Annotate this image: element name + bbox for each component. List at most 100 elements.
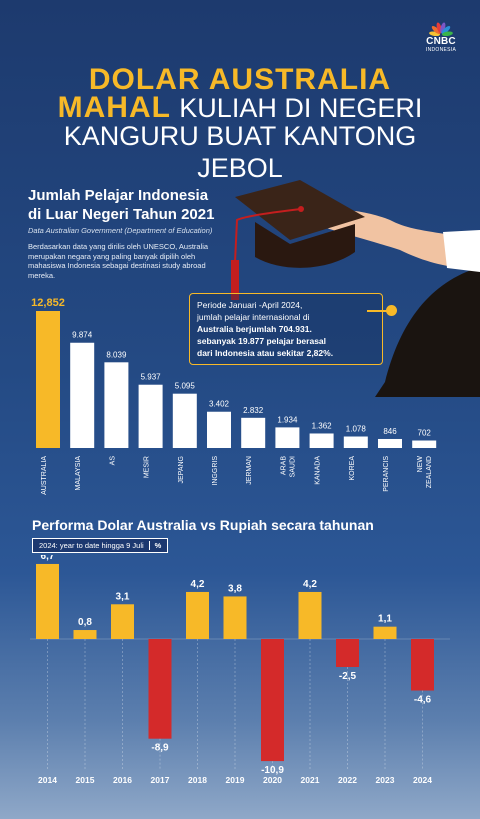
headline-line2-rest: KULIAH DI NEGERI: [179, 93, 423, 123]
cap-body: [255, 222, 355, 268]
category-label: JERMAN: [246, 456, 253, 485]
bar-2015: [73, 630, 97, 639]
value-label: -2,5: [339, 671, 357, 682]
bar-2016: [111, 604, 134, 639]
year-label: 2022: [338, 775, 357, 785]
category-label: INGGRIS: [212, 456, 219, 486]
category-label: SAUDI: [289, 456, 296, 477]
callout-connector: [367, 310, 391, 312]
value-label: 5.937: [141, 373, 162, 382]
section1-title: Jumlah Pelajar Indonesia di Luar Negeri …: [28, 186, 214, 224]
category-label: ARAB: [280, 456, 287, 475]
currency-performance-chart: 6,7 2014 0,8 2015 3,1 2016 -8,9 2017 4,2 2018 3,8 2…: [30, 555, 450, 785]
section1-description: Berdasarkan data yang dirilis oleh UNESC…: [28, 242, 209, 280]
bar-2023: [373, 626, 397, 639]
callout-line5: dari Indonesia atau sekitar 2,82%.: [197, 348, 334, 358]
category-label: NEW: [417, 456, 424, 473]
value-label: 4,2: [191, 579, 205, 590]
peacock-feather: [441, 26, 451, 35]
bar-2014: [36, 563, 59, 639]
bar-arab-saudi: [275, 427, 300, 448]
year-label: 2015: [76, 775, 95, 785]
callout-line2: jumlah pelajar internasional di: [197, 312, 310, 322]
value-label: 3.402: [209, 400, 230, 409]
value-label: 6,7: [41, 555, 55, 562]
bar-as: [104, 362, 129, 448]
value-label: 12,852: [31, 297, 65, 309]
graduation-cap-illustration: [231, 180, 480, 397]
category-label: PERANCIS: [383, 456, 390, 492]
hand: [310, 209, 480, 269]
bar-mesir: [138, 384, 163, 448]
ytd-note: 2024: year to date hingga 9 Juli %: [32, 538, 169, 553]
year-label: 2017: [151, 775, 170, 785]
brand-subtitle: INDONESIA: [425, 47, 457, 53]
headline-highlight: MAHAL: [57, 91, 171, 124]
bar-2020: [261, 639, 284, 762]
year-label: 2023: [376, 775, 395, 785]
value-label: 1,1: [378, 614, 392, 625]
bar-kanada: [309, 433, 334, 448]
tassel-cord: [234, 208, 302, 263]
year-label: 2014: [38, 775, 57, 785]
year-label: 2020: [263, 775, 282, 785]
category-label: KOREA: [349, 456, 356, 481]
section1-title-line2: di Luar Negeri Tahun 2021: [28, 206, 215, 223]
section1-title-line1: Jumlah Pelajar Indonesia: [28, 187, 209, 204]
year-label: 2016: [113, 775, 132, 785]
cuff: [443, 230, 480, 272]
bar-2021: [298, 591, 322, 639]
category-label: MALAYSIA: [75, 456, 82, 491]
ytd-separator: [148, 541, 150, 550]
value-label: 0,8: [78, 617, 92, 628]
category-label: ZEALAND: [426, 456, 433, 488]
peacock-feather: [441, 31, 453, 36]
value-label: 5.095: [175, 382, 196, 391]
year-label: 2024: [413, 775, 432, 785]
section2-title: Performa Dolar Australia vs Rupiah secar…: [32, 517, 374, 533]
bar-australia: [36, 311, 60, 448]
value-label: 3,1: [116, 591, 130, 602]
bar-malaysia: [70, 342, 95, 448]
bar-new-zealand: [412, 440, 437, 448]
brand-name: CNBC: [426, 36, 456, 47]
year-label: 2021: [301, 775, 320, 785]
value-label: -8,9: [151, 743, 169, 754]
value-label: 9.874: [72, 331, 93, 340]
students-bar-chart: 12,852 AUSTRALIA 9.874 MALAYSIA 8.039 AS 5.937…: [31, 297, 437, 495]
ytd-note-text: 2024: year to date hingga 9 Juli: [39, 541, 144, 550]
headline-line3: KANGURU BUAT KANTONG JEBOL: [63, 121, 417, 183]
peacock-feather: [431, 26, 441, 35]
value-label: 4,2: [303, 579, 317, 590]
value-label: 1.362: [312, 421, 333, 430]
bar-2019: [223, 596, 247, 639]
bar-perancis: [378, 438, 402, 448]
bar-2018: [186, 591, 209, 639]
bar-2017: [148, 639, 172, 739]
category-label: KANADA: [315, 456, 322, 485]
cnbc-logo: CNBC INDONESIA: [419, 22, 463, 53]
unit-label: %: [154, 541, 162, 550]
value-label: 702: [418, 429, 432, 438]
value-label: 3,8: [228, 583, 242, 594]
bar-jepang: [172, 393, 197, 448]
year-label: 2018: [188, 775, 207, 785]
bar-2022: [336, 639, 359, 667]
callout-line1: Periode Januari -April 2024,: [197, 300, 303, 310]
value-label: 1.934: [277, 415, 298, 424]
callout-dot: [386, 305, 397, 316]
callout-line3: Australia berjumlah 704.931.: [197, 324, 312, 334]
bar-jerman: [241, 417, 266, 448]
callout-line4: sebanyak 19.877 pelajar berasal: [197, 336, 327, 346]
tassel: [231, 260, 239, 300]
value-label: -10,9: [261, 765, 284, 776]
bar-korea: [343, 436, 368, 448]
callout-box: Periode Januari -April 2024, jumlah pela…: [189, 293, 383, 365]
value-label: 2.832: [243, 406, 264, 415]
category-label: MESIR: [144, 456, 151, 478]
gown-sleeve: [375, 267, 480, 397]
category-label: AUSTRALIA: [41, 456, 48, 495]
value-label: 846: [383, 427, 397, 436]
headline-line1: DOLAR AUSTRALIA: [88, 63, 392, 96]
year-label: 2019: [226, 775, 245, 785]
